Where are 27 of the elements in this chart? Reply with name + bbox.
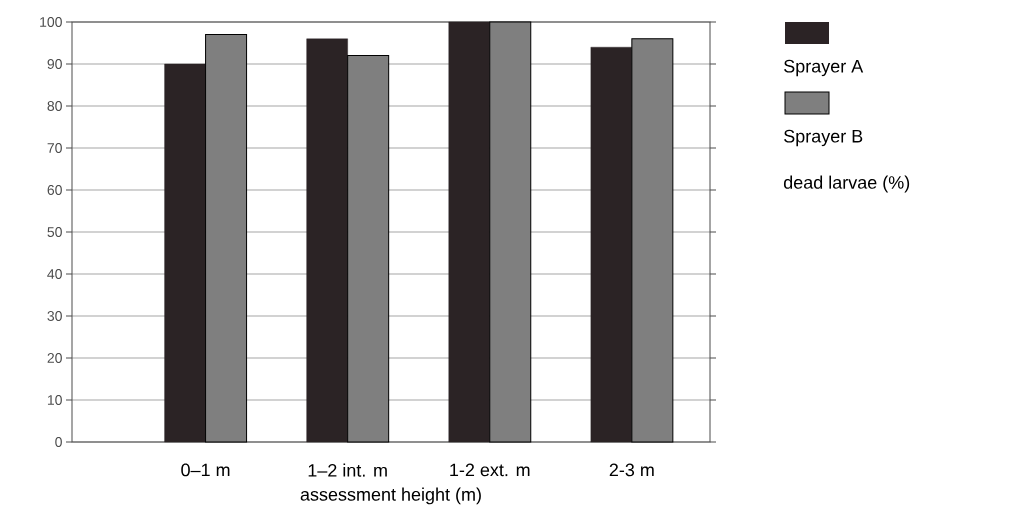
- y-tick-label: 30: [47, 311, 62, 321]
- y-tick-label: 20: [47, 353, 62, 363]
- x-tick-label: 0–1 m: [181, 463, 230, 477]
- bar: [631, 38, 674, 443]
- bar: [347, 55, 390, 443]
- y-axis-title: dead larvae (%): [783, 175, 910, 193]
- y-tick-label: 80: [47, 101, 62, 111]
- y-tick-label: 60: [47, 185, 62, 195]
- bar: [489, 21, 532, 443]
- bar: [590, 47, 633, 443]
- x-tick-label: 1–2 int. m: [308, 463, 387, 477]
- y-tick-label: 0: [55, 437, 62, 447]
- y-tick-label: 50: [47, 227, 62, 237]
- y-tick-label: 100: [40, 17, 62, 27]
- x-tick-label: 1-2 ext. m: [450, 463, 530, 477]
- legend-label: Sprayer A: [784, 59, 864, 77]
- bar: [448, 21, 490, 443]
- bar: [205, 34, 248, 443]
- x-tick-label: 2-3 m: [609, 463, 654, 477]
- bar: [164, 63, 206, 443]
- y-tick-label: 70: [47, 143, 62, 153]
- y-tick-label: 90: [47, 59, 62, 69]
- x-axis-title: assessment height (m): [300, 487, 481, 505]
- bar: [306, 38, 348, 443]
- y-tick-label: 40: [47, 269, 62, 279]
- legend-label: Sprayer B: [784, 129, 863, 147]
- y-tick-label: 10: [47, 395, 62, 405]
